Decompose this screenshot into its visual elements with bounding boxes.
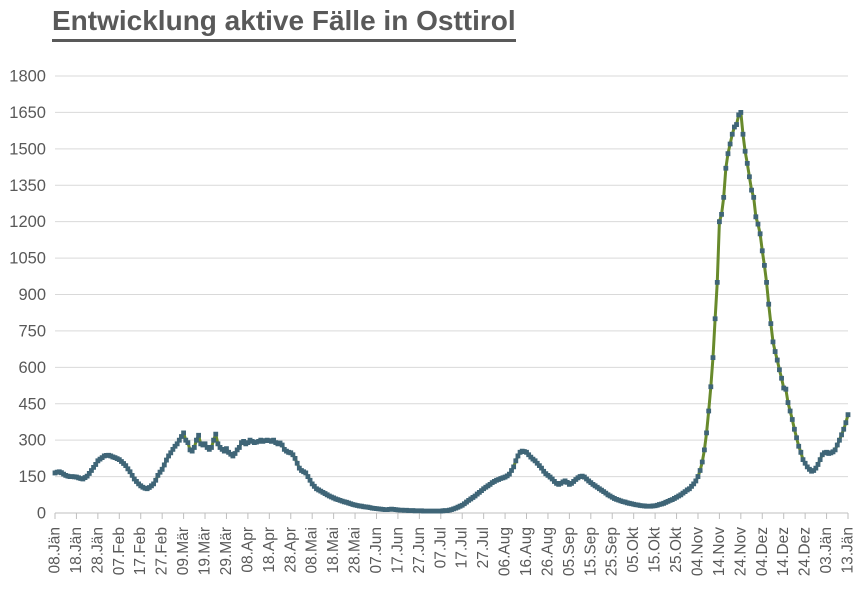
x-axis-label: 09.Mär [175, 527, 192, 575]
x-axis-label: 15.Sep [582, 527, 599, 576]
y-axis-label: 300 [18, 432, 46, 450]
x-axis-label: 27.Jul [475, 527, 492, 568]
x-axis-label: 17.Feb [132, 527, 149, 575]
y-axis-label: 150 [18, 468, 46, 486]
y-axis-label: 1350 [9, 177, 46, 195]
x-axis-label: 29.Mär [218, 527, 235, 575]
x-axis-label: 25.Okt [668, 526, 685, 572]
x-axis-label: 04.Nov [689, 527, 706, 576]
x-axis-label: 07.Feb [111, 527, 128, 575]
x-axis-label: 18.Mai [325, 527, 342, 574]
x-axis-label: 05.Sep [561, 527, 578, 576]
x-axis-label: 06.Aug [497, 527, 514, 576]
y-axis-label: 1500 [9, 140, 46, 158]
x-axis-label: 14.Dez [775, 527, 792, 576]
y-axis-label: 1650 [9, 104, 46, 122]
chart-title-text: Entwicklung aktive Fälle in Osttirol [52, 5, 516, 42]
x-axis-label: 18.Jän [68, 527, 85, 574]
x-axis-label: 15.Okt [647, 526, 664, 572]
x-axis-label: 17.Jun [389, 527, 406, 574]
x-axis-label: 16.Aug [518, 527, 535, 576]
x-axis-label: 08.Mai [304, 527, 321, 574]
x-axis-label: 28.Jän [89, 527, 106, 574]
x-axis-label: 28.Apr [282, 527, 299, 573]
y-axis-label: 0 [37, 505, 46, 523]
x-axis-label: 27.Jun [411, 527, 428, 574]
x-axis-label: 17.Jul [454, 527, 471, 568]
y-axis-label: 900 [18, 286, 46, 304]
x-axis-label: 24.Nov [732, 527, 749, 576]
x-axis-label: 26.Aug [539, 527, 556, 576]
x-axis-label: 19.Mär [197, 527, 214, 575]
x-axis-label: 18.Apr [261, 527, 278, 573]
x-axis-label: 25.Sep [604, 527, 621, 576]
y-axis-label: 450 [18, 395, 46, 413]
x-axis-label: 08.Jän [47, 527, 64, 574]
x-axis-label: 14.Nov [711, 527, 728, 576]
y-axis-label: 1800 [9, 68, 46, 86]
chart-title: Entwicklung aktive Fälle in Osttirol [52, 5, 516, 42]
x-axis-label: 08.Apr [239, 527, 256, 573]
y-axis-label: 600 [18, 359, 46, 377]
x-axis-label: 03.Jän [818, 527, 835, 574]
data-point-markers [52, 110, 851, 514]
x-axis-label: 28.Mai [347, 527, 364, 574]
x-axis-label: 07.Jul [432, 527, 449, 568]
x-axis-label: 13.Jän [840, 527, 857, 574]
x-axis-label: 07.Jun [368, 527, 385, 574]
x-axis-label: 05.Okt [625, 526, 642, 572]
y-axis-label: 750 [18, 322, 46, 340]
y-axis-label: 1200 [9, 213, 46, 231]
y-axis-label: 1050 [9, 250, 46, 268]
x-axis-label: 04.Dez [754, 527, 771, 576]
x-axis-label: 24.Dez [797, 527, 814, 576]
x-axis-label: 27.Feb [154, 527, 171, 575]
